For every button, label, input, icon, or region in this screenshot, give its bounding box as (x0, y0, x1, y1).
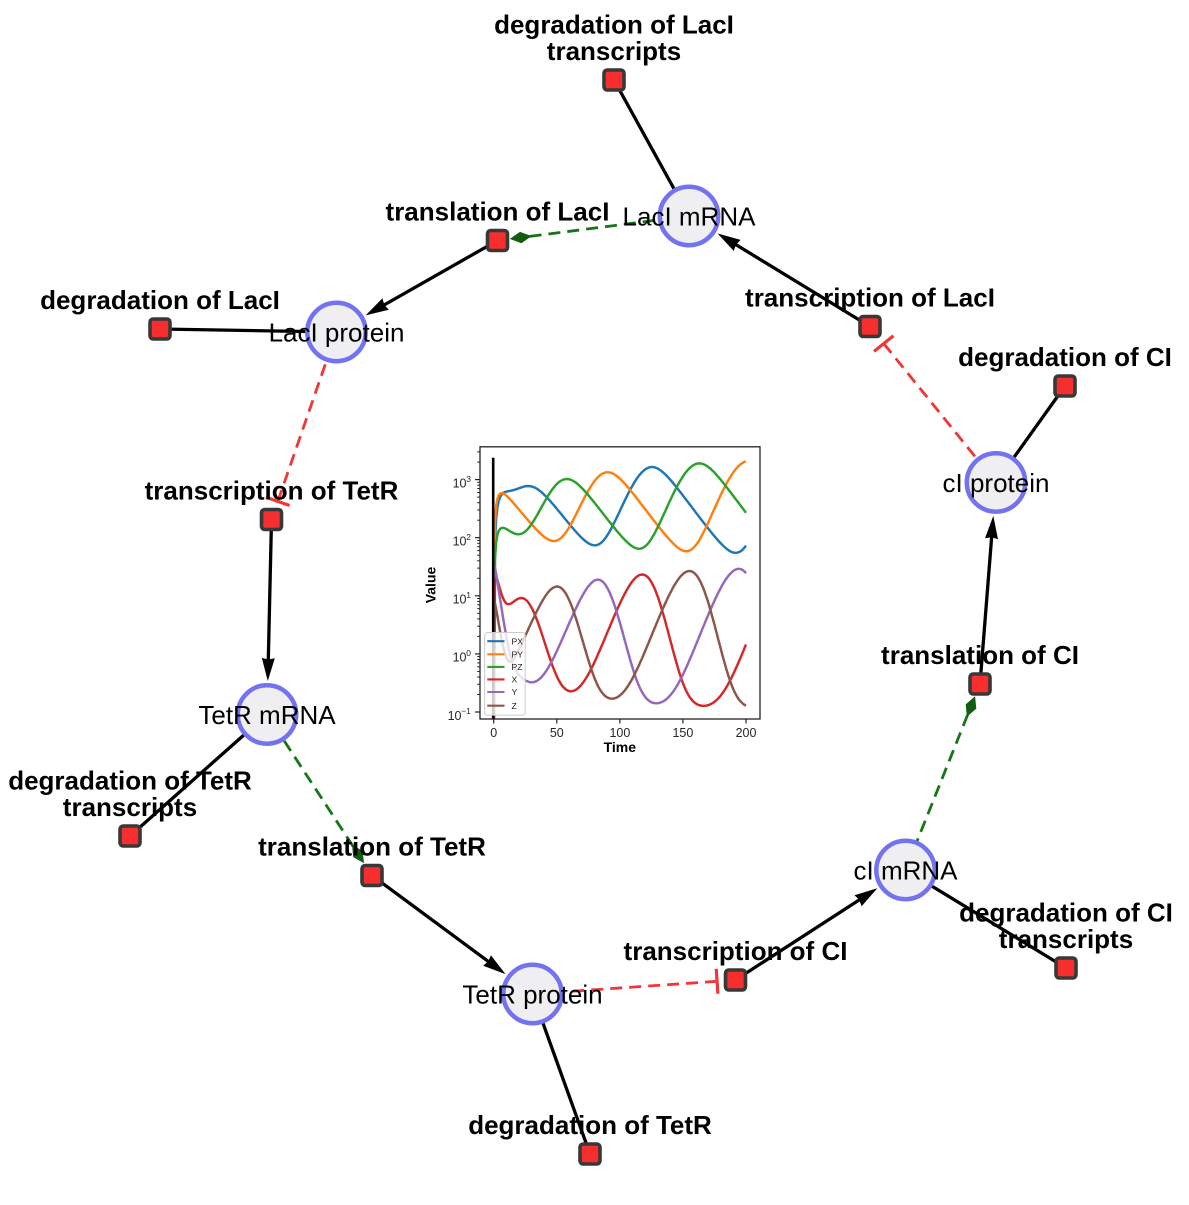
svg-text:10: 10 (453, 651, 467, 665)
svg-text:0: 0 (490, 726, 497, 740)
svg-text:X: X (512, 675, 518, 685)
svg-text:PZ: PZ (512, 662, 523, 672)
svg-text:cI mRNA: cI mRNA (854, 855, 959, 885)
svg-text:transcription of CI: transcription of CI (624, 936, 848, 966)
svg-text:transcripts: transcripts (63, 792, 197, 822)
svg-text:Z: Z (512, 701, 517, 711)
svg-text:TetR mRNA: TetR mRNA (198, 700, 336, 730)
svg-text:−1: −1 (461, 706, 471, 716)
svg-text:200: 200 (736, 726, 757, 740)
svg-text:1: 1 (466, 590, 471, 600)
svg-text:degradation of CI: degradation of CI (958, 342, 1172, 372)
svg-text:transcription of TetR: transcription of TetR (145, 476, 399, 506)
svg-text:150: 150 (672, 726, 693, 740)
svg-text:degradation of LacI: degradation of LacI (494, 10, 734, 40)
svg-text:transcripts: transcripts (547, 36, 681, 66)
svg-text:transcripts: transcripts (999, 924, 1133, 954)
svg-text:transcription of LacI: transcription of LacI (745, 283, 995, 313)
svg-text:degradation of CI: degradation of CI (959, 898, 1173, 928)
svg-text:10: 10 (448, 709, 462, 723)
svg-text:2: 2 (466, 532, 471, 542)
svg-text:10: 10 (453, 593, 467, 607)
svg-text:TetR protein: TetR protein (462, 979, 602, 1009)
svg-text:PX: PX (512, 636, 524, 646)
svg-text:Time: Time (604, 739, 637, 755)
svg-text:translation of TetR: translation of TetR (258, 832, 486, 862)
svg-text:LacI mRNA: LacI mRNA (623, 201, 757, 231)
svg-text:100: 100 (609, 726, 630, 740)
svg-text:degradation of TetR: degradation of TetR (468, 1110, 712, 1140)
svg-text:cI protein: cI protein (943, 468, 1050, 498)
svg-text:3: 3 (466, 474, 471, 484)
svg-text:degradation of LacI: degradation of LacI (40, 285, 280, 315)
svg-text:PY: PY (512, 650, 524, 660)
svg-text:50: 50 (550, 726, 564, 740)
svg-text:10: 10 (453, 535, 467, 549)
svg-text:0: 0 (466, 648, 471, 658)
svg-text:Value: Value (423, 567, 439, 604)
svg-text:translation of LacI: translation of LacI (386, 197, 610, 227)
svg-text:translation of CI: translation of CI (881, 640, 1079, 670)
svg-text:degradation of TetR: degradation of TetR (8, 766, 252, 796)
svg-text:LacI protein: LacI protein (269, 317, 405, 347)
svg-text:10: 10 (453, 476, 467, 490)
svg-text:Y: Y (512, 687, 518, 697)
